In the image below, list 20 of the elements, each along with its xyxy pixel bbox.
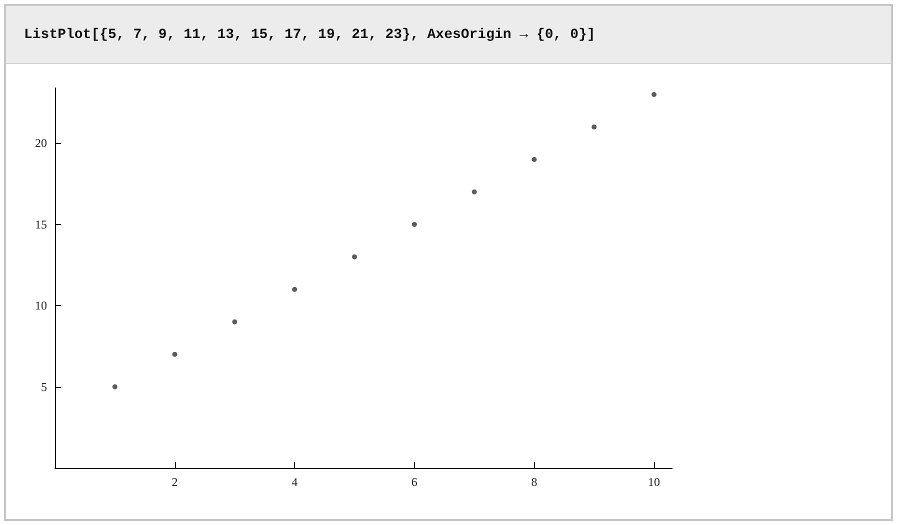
x-tick-label: 6 [411,475,418,489]
point [592,124,597,130]
point [472,189,477,194]
point [292,286,298,292]
x-tick-label: 2 [172,475,178,489]
point [112,384,118,390]
x-tick-label: 10 [648,475,660,489]
point [532,156,537,162]
point [172,352,178,357]
chart-title: ListPlot[{5, 7, 9, 11, 13, 15, 17, 19, 21, 23}, AxesOrigin → {0, 0}] [6,6,891,64]
point [352,254,358,260]
y-tick-label: 5 [41,380,47,394]
x-tick-label: 8 [531,475,538,489]
y-tick-label: 20 [35,136,47,150]
x-tick-label: 4 [292,475,298,489]
point [232,319,238,324]
point [412,222,417,227]
point [652,92,657,97]
y-tick-label: 10 [35,298,47,313]
y-tick-label: 15 [35,217,47,232]
